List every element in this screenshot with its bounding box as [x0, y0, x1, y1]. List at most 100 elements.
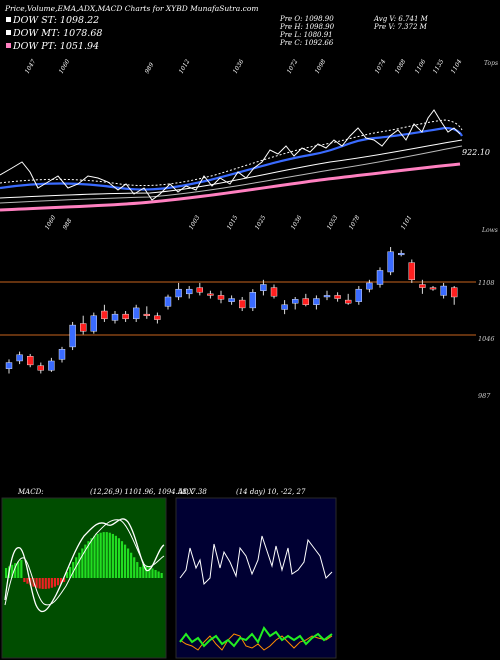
candle-body — [345, 299, 352, 304]
candle-body — [185, 288, 193, 295]
macd-hist-bar — [44, 578, 47, 589]
candle-body — [154, 315, 161, 320]
macd-hist-bar — [66, 572, 69, 578]
candle-body — [228, 298, 235, 302]
candle-body — [376, 270, 384, 285]
candle-body — [440, 285, 447, 296]
candle-body — [323, 295, 331, 298]
macd-hist-bar — [127, 548, 130, 578]
candle-body — [334, 295, 341, 299]
adx-background — [175, 497, 337, 659]
macd-hist-bar — [151, 568, 154, 578]
macd-hist-bar — [59, 578, 63, 584]
candle-body — [270, 287, 278, 297]
macd-hist-bar — [108, 532, 111, 578]
candle-body — [5, 362, 13, 369]
macd-hist-bar — [136, 562, 139, 578]
adx-values: (14 day) 10, -22, 27 — [236, 488, 306, 496]
ema-mid-line-b — [0, 145, 463, 204]
candle-body — [451, 287, 458, 298]
macd-hist-bar — [142, 564, 145, 578]
ema-value-label: 922.10 — [462, 148, 490, 157]
dow-st-label: DOW ST: 1098.22 — [12, 15, 99, 26]
price-panel: 1108 1046 987 — [0, 247, 495, 400]
candle-body — [111, 313, 119, 321]
candle-body — [398, 253, 405, 256]
macd-hist-bar — [11, 564, 14, 578]
adx-panel: ADX (14 day) 10, -22, 27 — [175, 488, 337, 659]
macd-hist-bar — [50, 578, 53, 588]
macd-hist-bar — [17, 561, 20, 578]
candle-body — [366, 282, 373, 290]
candle-body — [260, 284, 267, 291]
macd-hist-bar — [114, 535, 117, 578]
macd-hist-bar — [87, 541, 90, 578]
macd-hist-bar — [72, 562, 75, 578]
macd-hist-bar — [96, 533, 99, 578]
candle-body — [16, 354, 23, 362]
macd-hist-bar — [5, 568, 8, 578]
macd-hist-bar — [35, 578, 38, 588]
level-label-high: 1108 — [478, 279, 495, 287]
macd-hist-bar — [75, 557, 78, 578]
macd-hist-bar — [23, 578, 26, 582]
candle-body — [196, 287, 204, 293]
candle-body — [69, 324, 76, 348]
pre-high: Pre H: 1098.90 — [279, 23, 335, 31]
candle-body — [355, 288, 362, 302]
macd-hist-bar — [145, 565, 148, 578]
macd-hist-bar — [81, 548, 84, 578]
macd-hist-bar — [47, 578, 50, 589]
macd-hist-bar — [120, 541, 124, 578]
candle-body — [58, 349, 66, 360]
macd-hist-bar — [130, 552, 133, 578]
macd-hist-bar — [154, 570, 157, 578]
candle-body — [132, 307, 140, 320]
macd-hist-bar — [123, 544, 127, 578]
adx-plus-di-line — [179, 535, 333, 586]
macd-hist-bar — [78, 552, 81, 578]
macd-hist-bar — [90, 538, 93, 578]
candle-body — [217, 295, 225, 300]
pre-close: Pre C: 1092.66 — [279, 39, 334, 47]
pre-open: Pre O: 1098.90 — [279, 15, 334, 23]
macd-hist-bar — [69, 566, 72, 578]
candle-body — [79, 323, 87, 332]
candle-body — [249, 292, 257, 309]
macd-hist-bar — [102, 532, 105, 578]
macd-hist-bar — [93, 535, 96, 578]
macd-hist-bar — [105, 532, 108, 578]
candle-body — [164, 296, 172, 307]
candle-body — [408, 262, 415, 281]
candle-body — [429, 287, 437, 290]
candle-body — [238, 299, 246, 309]
ema-long-line — [0, 162, 461, 212]
macd-hist-bar — [84, 544, 87, 578]
candle-body — [302, 298, 309, 305]
candle-body — [313, 298, 320, 305]
candle-body — [175, 288, 182, 298]
avg-volume: Avg V: 6.741 M — [373, 15, 429, 23]
candle-body — [207, 293, 214, 296]
macd-hist-bar — [111, 533, 114, 578]
macd-hist-bar — [14, 563, 17, 578]
macd-hist-bar — [26, 578, 29, 584]
level-label-mid: 1046 — [478, 335, 495, 343]
candles-group — [5, 247, 458, 374]
candle-body — [292, 299, 299, 304]
macd-hist-bar — [56, 578, 60, 586]
macd-hist-bar — [62, 578, 66, 582]
macd-signal-line — [4, 519, 165, 606]
candle-body — [387, 251, 394, 273]
macd-hist-bar — [133, 557, 136, 578]
candle-body — [48, 360, 55, 371]
candle-body — [419, 284, 426, 288]
ema-short-line — [0, 126, 463, 191]
pre-volume: Pre V: 7.372 M — [373, 23, 428, 31]
macd-panel: MACD: (12,26,9) 1101.96, 1094.58, 7.38 — [1, 488, 207, 659]
pre-low: Pre L: 1080.91 — [279, 31, 333, 39]
macd-title: MACD: — [17, 488, 44, 496]
macd-hist-bar — [139, 566, 142, 578]
adx-title: ADX — [177, 488, 195, 496]
